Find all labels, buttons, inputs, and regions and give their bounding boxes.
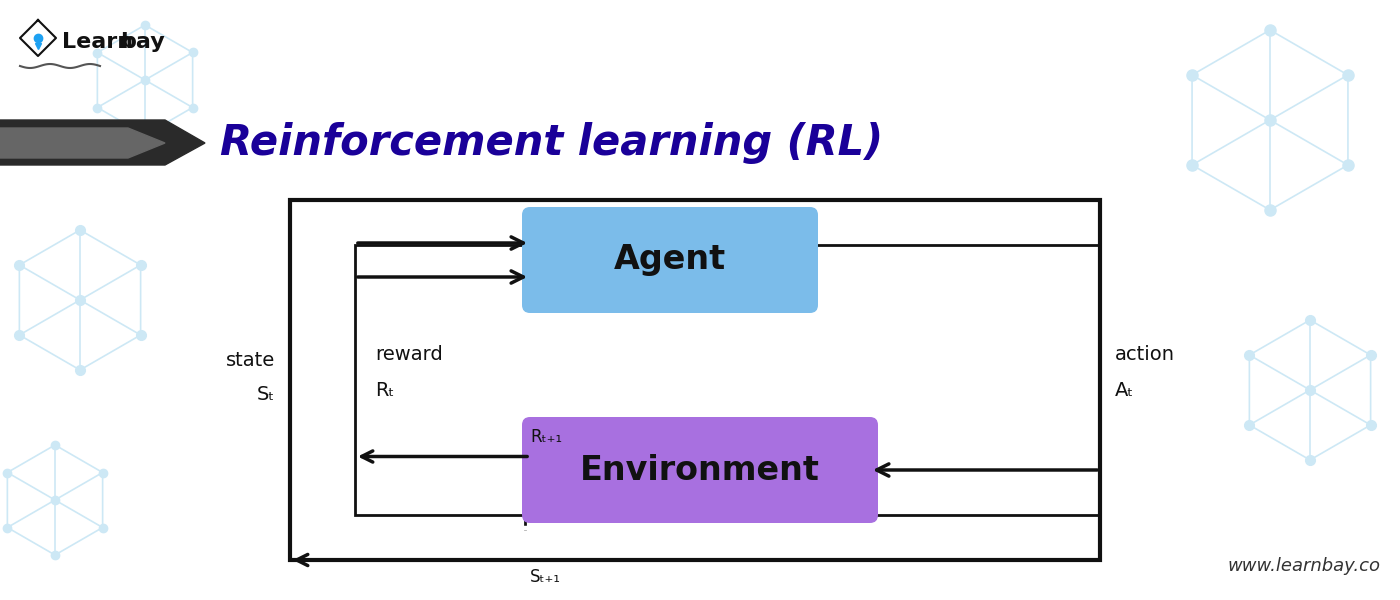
- Text: action: action: [1114, 346, 1175, 364]
- Text: Agent: Agent: [615, 244, 727, 277]
- FancyBboxPatch shape: [522, 417, 878, 523]
- Text: Learn: Learn: [62, 32, 133, 52]
- Bar: [356, 245, 1100, 515]
- Text: state: state: [225, 350, 274, 370]
- Text: Sₜ₊₁: Sₜ₊₁: [531, 568, 561, 586]
- Polygon shape: [0, 120, 204, 165]
- Text: Aₜ: Aₜ: [1114, 380, 1134, 400]
- Text: Rₜ₊₁: Rₜ₊₁: [531, 428, 563, 446]
- Text: Rₜ: Rₜ: [375, 380, 395, 400]
- Text: Environment: Environment: [580, 454, 820, 487]
- Polygon shape: [0, 128, 165, 158]
- Text: Sₜ: Sₜ: [256, 385, 274, 404]
- Text: www.learnbay.co: www.learnbay.co: [1226, 557, 1380, 575]
- Bar: [290, 200, 1100, 560]
- Text: reward: reward: [375, 346, 442, 364]
- Text: Reinforcement learning (RL): Reinforcement learning (RL): [220, 122, 883, 164]
- Text: bay: bay: [120, 32, 165, 52]
- FancyBboxPatch shape: [522, 207, 818, 313]
